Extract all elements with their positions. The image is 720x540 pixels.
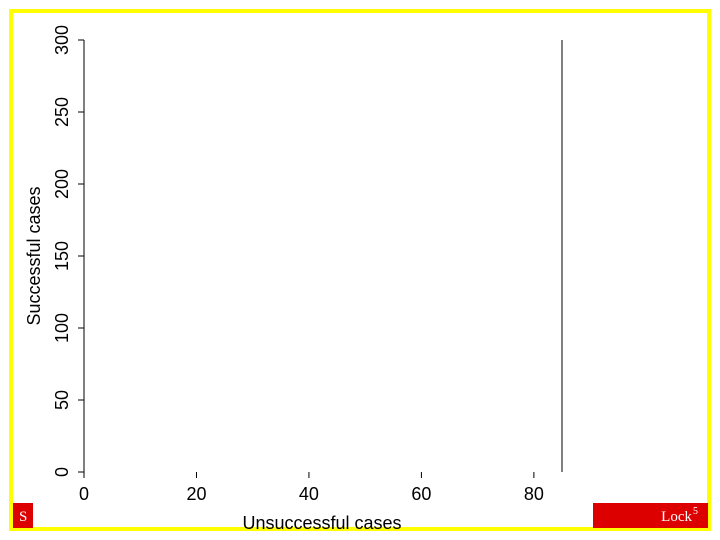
y-axis-label: Successful cases [24, 186, 44, 325]
x-tick-label: 80 [524, 484, 544, 504]
y-tick-label: 50 [52, 390, 72, 410]
y-tick-label: 250 [52, 97, 72, 127]
x-tick-label: 60 [411, 484, 431, 504]
x-tick-label: 20 [186, 484, 206, 504]
y-tick-label: 300 [52, 25, 72, 55]
y-tick-label: 100 [52, 313, 72, 343]
slide-border [9, 9, 711, 531]
footer-right-bar [593, 503, 708, 528]
y-tick-label: 150 [52, 241, 72, 271]
footer-right-sup: 5 [693, 506, 698, 517]
x-tick-label: 40 [299, 484, 319, 504]
x-tick-label: 0 [79, 484, 89, 504]
y-tick-label: 0 [52, 467, 72, 477]
y-tick-label: 200 [52, 169, 72, 199]
footer-right: Lock [661, 509, 692, 525]
footer-left-bar [13, 503, 33, 528]
footer-left: S [19, 509, 27, 525]
x-axis-label: Unsuccessful cases [242, 513, 401, 533]
